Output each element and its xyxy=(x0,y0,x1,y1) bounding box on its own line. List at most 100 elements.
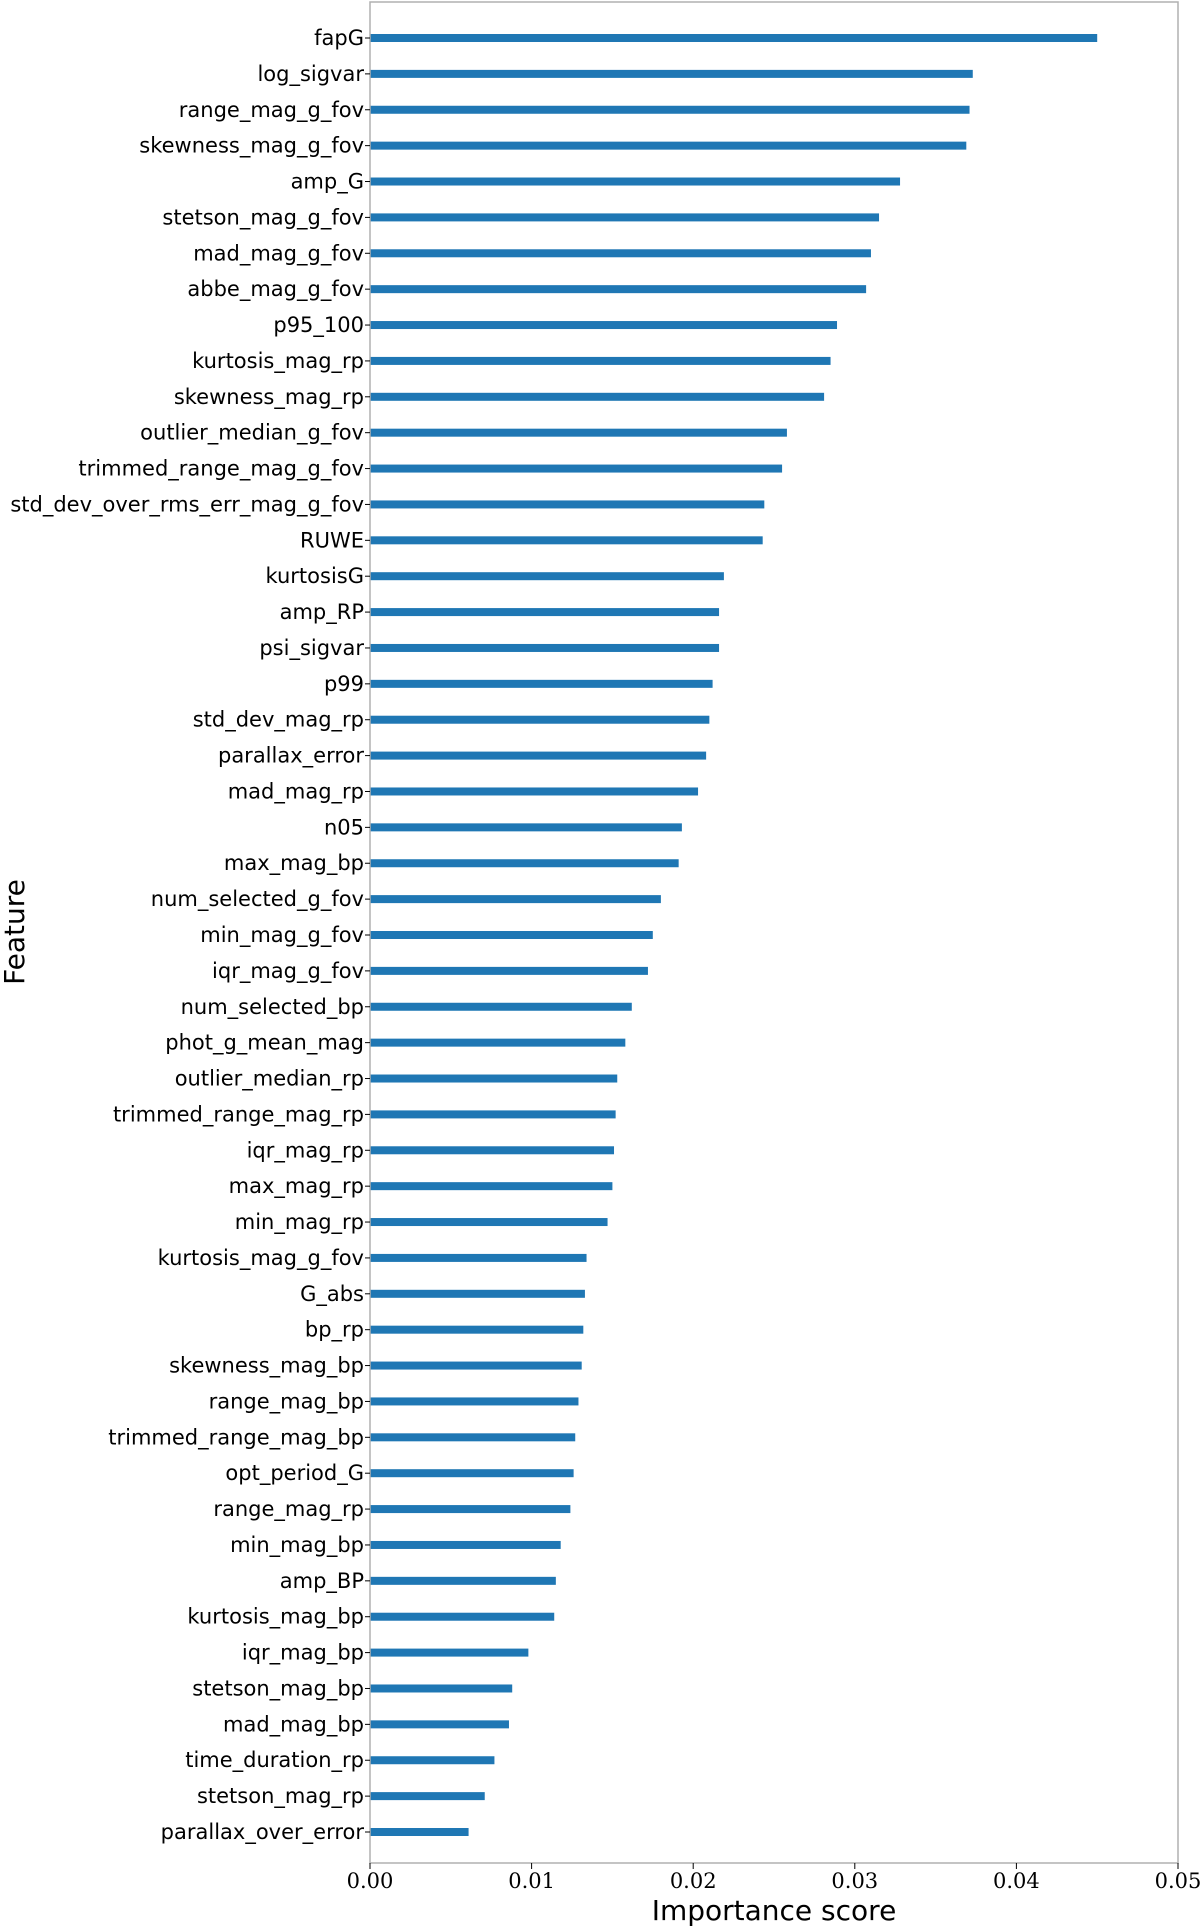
feature-label: num_selected_g_fov xyxy=(151,887,364,912)
bar xyxy=(370,1720,509,1729)
bar xyxy=(370,177,901,186)
bar xyxy=(370,1110,616,1119)
bar xyxy=(370,428,787,437)
bar xyxy=(370,1397,579,1406)
y-axis-title: Feature xyxy=(0,879,31,985)
feature-label: amp_G xyxy=(291,170,364,195)
bar xyxy=(370,1576,556,1585)
bar xyxy=(370,787,699,796)
feature-label: mad_mag_rp xyxy=(228,779,364,804)
feature-label: std_dev_over_rms_err_mag_g_fov xyxy=(10,492,364,517)
x-tick-label: 0.02 xyxy=(670,1869,717,1893)
feature-label: parallax_error xyxy=(218,744,364,769)
bar xyxy=(370,966,648,975)
feature-label: RUWE xyxy=(300,528,364,552)
bar xyxy=(370,285,867,294)
bar xyxy=(370,751,707,760)
plot-frame xyxy=(369,1,1179,1864)
feature-label: stetson_mag_bp xyxy=(192,1676,364,1701)
feature-label: trimmed_range_mag_bp xyxy=(108,1425,364,1450)
bar xyxy=(370,1146,615,1155)
feature-label: kurtosis_mag_g_fov xyxy=(158,1246,364,1271)
bar xyxy=(370,249,871,258)
bar xyxy=(370,500,765,509)
feature-label: min_mag_bp xyxy=(230,1533,364,1558)
feature-label: std_dev_mag_rp xyxy=(193,708,364,733)
feature-label: max_mag_bp xyxy=(224,851,364,876)
feature-label: iqr_mag_bp xyxy=(242,1641,364,1666)
feature-label: outlier_median_rp xyxy=(175,1067,364,1092)
bar xyxy=(370,1002,632,1011)
feature-label: range_mag_g_fov xyxy=(179,98,364,123)
bar xyxy=(370,895,661,904)
bar xyxy=(370,356,831,365)
feature-label: min_mag_rp xyxy=(235,1210,364,1235)
bar xyxy=(370,536,763,545)
bar xyxy=(370,1612,555,1621)
bar xyxy=(370,715,710,724)
bar xyxy=(370,823,682,832)
feature-label: range_mag_bp xyxy=(209,1389,364,1414)
feature-label: kurtosis_mag_bp xyxy=(187,1605,364,1630)
bar xyxy=(370,392,825,401)
feature-label: psi_sigvar xyxy=(259,636,364,661)
bar xyxy=(370,1505,571,1514)
feature-label: mad_mag_g_fov xyxy=(193,241,364,266)
feature-label: p95_100 xyxy=(273,313,364,338)
feature-label: kurtosisG xyxy=(265,564,364,588)
x-tick-label: 0.05 xyxy=(1155,1869,1200,1893)
feature-label: phot_g_mean_mag xyxy=(165,1031,364,1056)
feature-label: time_duration_rp xyxy=(185,1748,364,1773)
bar xyxy=(370,69,973,78)
feature-label: G_abs xyxy=(300,1282,364,1307)
feature-label: skewness_mag_g_fov xyxy=(139,134,364,159)
feature-label: stetson_mag_rp xyxy=(197,1784,364,1809)
feature-label: skewness_mag_bp xyxy=(169,1354,364,1379)
feature-label: range_mag_rp xyxy=(213,1497,364,1522)
bar xyxy=(370,679,713,688)
feature-label: min_mag_g_fov xyxy=(200,923,364,948)
bar xyxy=(370,1253,587,1262)
bar xyxy=(370,321,838,330)
feature-label: abbe_mag_g_fov xyxy=(187,277,364,302)
bar xyxy=(370,34,1098,42)
bars-group xyxy=(370,34,1098,1836)
feature-label: trimmed_range_mag_g_fov xyxy=(78,457,364,482)
bar xyxy=(370,1182,613,1191)
bar xyxy=(370,464,783,473)
bar xyxy=(370,643,720,652)
feature-label: kurtosis_mag_rp xyxy=(192,349,364,374)
bar xyxy=(370,213,880,222)
bar xyxy=(370,1540,561,1549)
bar xyxy=(370,105,970,114)
feature-label: amp_RP xyxy=(280,600,364,625)
bar xyxy=(370,1792,485,1801)
bar xyxy=(370,1684,513,1693)
feature-label: num_selected_bp xyxy=(181,995,364,1020)
bar xyxy=(370,1648,529,1657)
feature-label: opt_period_G xyxy=(225,1461,364,1486)
feature-label: mad_mag_bp xyxy=(223,1712,364,1737)
feature-label: bp_rp xyxy=(305,1318,364,1343)
feature-label: trimmed_range_mag_rp xyxy=(113,1102,364,1127)
bar xyxy=(370,1074,618,1083)
bar xyxy=(370,1325,584,1334)
feature-label: iqr_mag_g_fov xyxy=(212,959,364,984)
bar xyxy=(370,1289,585,1298)
bar xyxy=(370,1361,582,1370)
feature-label: outlier_median_g_fov xyxy=(140,421,364,446)
feature-label: amp_BP xyxy=(280,1569,364,1594)
feature-label: max_mag_rp xyxy=(229,1174,364,1199)
bar xyxy=(370,572,724,581)
bar xyxy=(370,1756,495,1765)
bar xyxy=(370,1828,469,1836)
feature-label: n05 xyxy=(324,815,364,839)
feature-label: parallax_over_error xyxy=(161,1820,365,1845)
x-tick-label: 0.04 xyxy=(993,1869,1040,1893)
bar xyxy=(370,859,679,868)
feature-label: skewness_mag_rp xyxy=(174,385,364,410)
bar xyxy=(370,1469,574,1478)
bar xyxy=(370,1038,626,1047)
bar xyxy=(370,1218,608,1227)
